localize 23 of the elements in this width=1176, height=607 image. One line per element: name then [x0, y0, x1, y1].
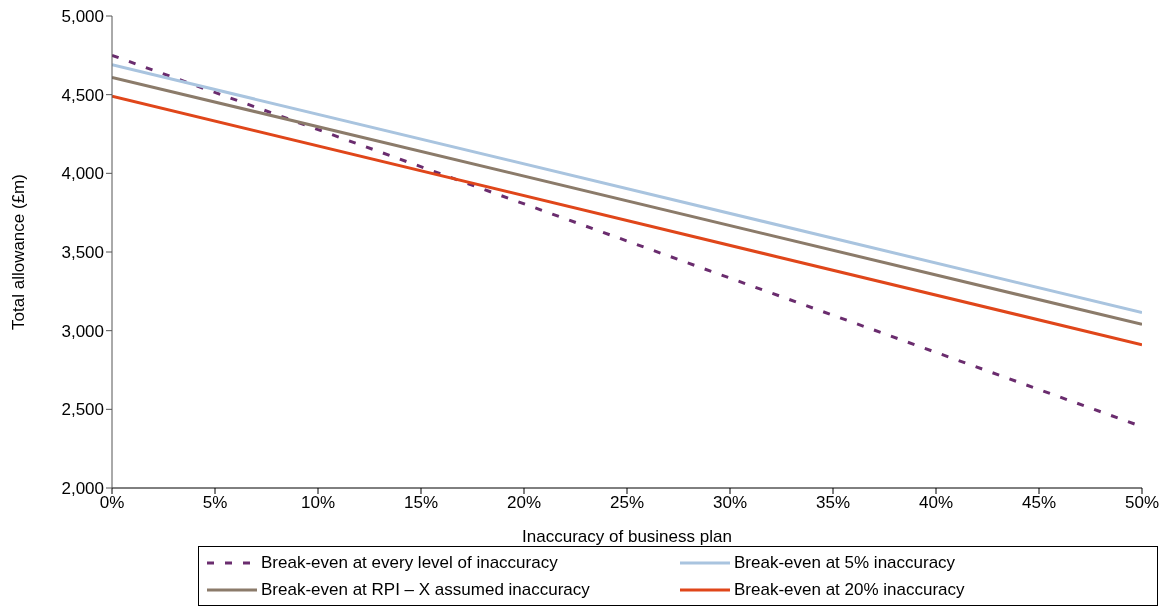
x-tick-label: 5% [202, 493, 228, 513]
legend-label: Break-even at every level of inaccuracy [261, 552, 558, 573]
y-tick-label: 4,000 [61, 164, 104, 184]
x-tick-label: 10% [300, 493, 336, 513]
y-axis-title: Total allowance (£m) [9, 174, 29, 330]
legend-label: Break-even at RPI – X assumed inaccuracy [261, 579, 590, 600]
x-axis-title: Inaccuracy of business plan [522, 527, 732, 546]
x-tick-label: 15% [403, 493, 439, 513]
x-tick-label: 35% [815, 493, 851, 513]
x-tick-label: 30% [712, 493, 748, 513]
legend-label: Break-even at 5% inaccuracy [734, 552, 956, 573]
y-tick-label: 3,500 [61, 243, 104, 263]
y-tick-label: 2,500 [61, 400, 104, 420]
y-tick-label: 3,000 [61, 321, 104, 341]
x-tick-label: 20% [506, 493, 542, 513]
y-tick-label: 4,500 [61, 85, 104, 105]
x-tick-label: 50% [1124, 493, 1160, 513]
x-tick-label: 25% [609, 493, 645, 513]
x-tick-label: 40% [918, 493, 954, 513]
legend-label: Break-even at 20% inaccuracy [734, 579, 965, 600]
x-tick-label: 0% [99, 493, 125, 513]
y-tick-label: 5,000 [61, 7, 104, 27]
x-tick-label: 45% [1021, 493, 1057, 513]
